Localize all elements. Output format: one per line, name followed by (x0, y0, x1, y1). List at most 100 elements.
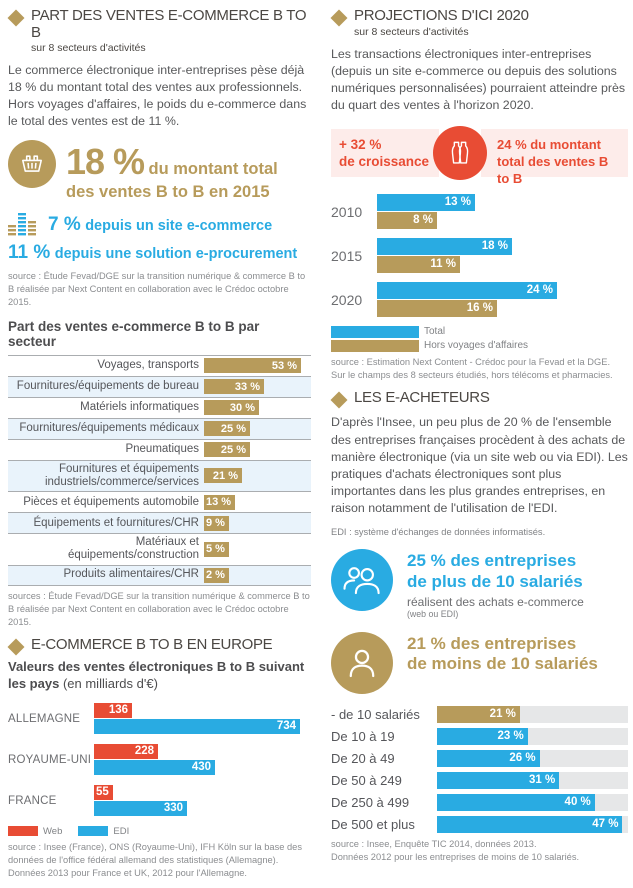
basket-icon (8, 140, 56, 188)
projection-bar: 18 % (377, 238, 512, 255)
stat-18-text: 18 % du montant total des ventes B to B … (66, 140, 304, 201)
stat-line: de moins de 10 salariés (407, 654, 598, 674)
stat-label: des entreprises (450, 634, 576, 653)
section-title: E-COMMERCE B TO B EN EUROPE (31, 637, 272, 654)
web-swatch (8, 826, 38, 836)
legend-label: EDI (113, 826, 129, 837)
edi-note: EDI : système d'échanges de données info… (331, 527, 628, 537)
projection-bar: 24 % (377, 282, 557, 299)
size-bar: 47 % (437, 816, 622, 833)
size-track: 21 % (437, 706, 628, 723)
size-track: 40 % (437, 794, 628, 811)
projection-bar: 16 % (377, 300, 497, 317)
diamond-icon (331, 391, 348, 408)
source-text: source : Étude Fevad/DGE sur la transiti… (8, 270, 311, 309)
stat-7-label: depuis un site e-commerce (85, 218, 272, 234)
sector-chart-title: Part des ventes e-commerce B to B par se… (8, 319, 311, 349)
stat-under-10-text: 21 % des entreprises de moins de 10 sala… (407, 632, 598, 675)
sector-bar: 25 % (204, 442, 250, 457)
country-label: ROYAUME-UNI (8, 754, 94, 766)
size-label: De 10 à 19 (331, 729, 437, 744)
size-track: 31 % (437, 772, 628, 789)
size-label: De 500 et plus (331, 817, 437, 832)
source-text: sources : Étude Fevad/DGE sur la transit… (8, 590, 311, 629)
stat-subtext: réalisent des achats e-commerce (407, 595, 584, 609)
diamond-icon (331, 10, 348, 27)
section-title: LES E-ACHETEURS (354, 390, 490, 407)
projections-paragraph: Les transactions électroniques inter-ent… (331, 46, 628, 114)
europe-subtitle-note: (en milliards d'€) (63, 676, 158, 691)
legend-item-hors-voyages: Hors voyages d'affaires (331, 340, 628, 352)
stat-under-10-salaries: 21 % des entreprises de moins de 10 sala… (331, 632, 628, 694)
size-bar: 31 % (437, 772, 559, 789)
sector-label: Voyages, transports (8, 359, 204, 372)
sector-label: Pneumatiques (8, 443, 204, 456)
legend-item-total: Total (331, 326, 628, 338)
projection-bars: 13 %8 % (377, 194, 628, 230)
stat-7-percent: 7 % depuis un site e-commerce (8, 212, 311, 238)
projection-bar: 13 % (377, 194, 475, 211)
infographic-page: PART DES VENTES E-COMMERCE B TO B sur 8 … (0, 0, 633, 769)
stat-label: des entreprises (450, 551, 576, 570)
sector-bar: 21 % (204, 468, 242, 483)
projection-bars: 24 %16 % (377, 282, 628, 318)
sector-label: Équipements et fournitures/CHR (8, 517, 204, 530)
sector-label: Fournitures et équipements industriels/c… (8, 463, 204, 489)
sector-label: Pièces et équipements automobile (8, 496, 204, 509)
stat-over-10-salaries: 25 % des entreprises de plus de 10 salar… (331, 549, 628, 620)
sector-bar: 30 % (204, 400, 259, 415)
diamond-icon (8, 10, 25, 27)
source-text: source : Insee, Enquête TIC 2014, donnée… (331, 838, 628, 864)
section-title: PROJECTIONS D'ICI 2020 (354, 8, 529, 25)
bar-chart-icon (8, 212, 38, 238)
diamond-icon (8, 638, 25, 655)
section-header-projections: PROJECTIONS D'ICI 2020 sur 8 secteurs d'… (331, 8, 628, 38)
sector-bar: 13 % (204, 495, 235, 510)
edi-swatch (78, 826, 108, 836)
size-label: De 250 à 499 (331, 795, 437, 810)
projections-legend: Total Hors voyages d'affaires (331, 326, 628, 352)
size-track: 23 % (437, 728, 628, 745)
one-person-icon (331, 632, 393, 694)
section-header-text: PART DES VENTES E-COMMERCE B TO B sur 8 … (31, 8, 311, 54)
stat-line: 21 % des entreprises (407, 634, 598, 654)
projection-bars: 18 %11 % (377, 238, 628, 274)
size-bar: 40 % (437, 794, 595, 811)
legend-label: Hors voyages d'affaires (424, 340, 528, 351)
sector-row: Fournitures et équipements industriels/c… (8, 460, 311, 491)
country-bar: 734 (94, 719, 300, 734)
section-header-eacheteurs: LES E-ACHETEURS (331, 390, 628, 407)
country-bar: 430 (94, 760, 215, 775)
stat-value: 21 % (407, 634, 446, 653)
projection-bar: 11 % (377, 256, 460, 273)
intro-paragraph: Le commerce électronique inter-entrepris… (8, 62, 311, 130)
size-track: 47 % (437, 816, 628, 833)
stat-over-10-text: 25 % des entreprises de plus de 10 salar… (407, 549, 584, 620)
total-swatch (331, 326, 419, 338)
legend-label: Total (424, 326, 445, 337)
size-bar: 23 % (437, 728, 528, 745)
legend-item-edi: EDI (78, 826, 129, 837)
sector-bar: 25 % (204, 421, 250, 436)
binoculars-icon (433, 126, 487, 180)
sector-label: Fournitures/équipements médicaux (8, 422, 204, 435)
